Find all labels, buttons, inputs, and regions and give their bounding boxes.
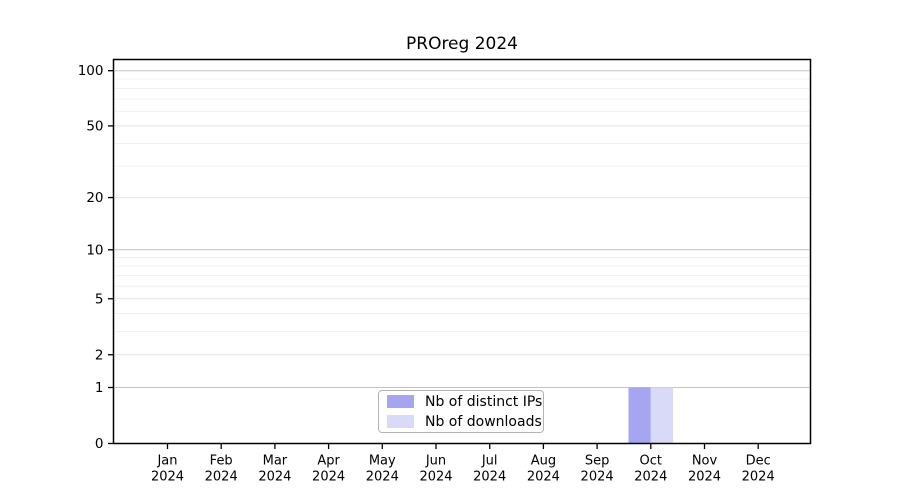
legend: Nb of distinct IPs Nb of downloads [378,390,544,433]
y-tick-label: 20 [86,190,103,206]
x-tick-label-year: 2024 [366,470,399,485]
legend-label-downloads: Nb of downloads [425,413,542,430]
bar-oct-series1 [650,387,674,444]
x-tick-label-month: Nov [692,454,718,469]
plot-box [112,58,812,445]
x-tick-label-month: Oct [640,454,662,469]
y-tick-label: 100 [78,63,104,79]
x-tick-label-year: 2024 [742,470,775,485]
x-tick-label-year: 2024 [312,470,345,485]
x-tick-label-year: 2024 [473,470,506,485]
x-tick-label-year: 2024 [258,470,291,485]
legend-swatch-downloads [387,415,414,428]
x-tick-label-year: 2024 [688,470,721,485]
legend-label-distinct-ips: Nb of distinct IPs [425,393,543,410]
y-tick-label: 10 [86,242,103,258]
y-tick-label: 0 [95,436,104,452]
x-tick-label-month: Dec [746,454,771,469]
x-tick-label-year: 2024 [527,470,560,485]
x-tick-label-month: Apr [317,454,340,469]
y-tick-label: 50 [86,118,103,134]
y-tick-label: 5 [95,291,104,307]
x-tick-label-month: Aug [531,454,556,469]
x-tick-label-month: Jun [425,454,446,469]
x-tick-label-month: Feb [210,454,233,469]
chart-title: PROreg 2024 [406,34,518,54]
bar-oct-series0 [628,387,651,444]
legend-item-downloads: Nb of downloads [387,414,543,430]
x-tick-label-year: 2024 [205,470,238,485]
y-tick-label: 2 [95,347,104,363]
legend-swatch-distinct-ips [387,395,414,408]
legend-item-distinct-ips: Nb of distinct IPs [387,394,543,410]
x-tick-label-month: Mar [263,454,288,469]
x-tick-label-month: Jan [156,454,177,469]
x-tick-label-year: 2024 [581,470,614,485]
x-tick-label-year: 2024 [634,470,667,485]
x-tick-label-year: 2024 [419,470,452,485]
x-tick-label-year: 2024 [151,470,184,485]
y-tick-label: 1 [95,380,104,396]
x-tick-label-month: Sep [585,454,610,469]
x-tick-label-month: Jul [481,454,498,469]
x-tick-label-month: May [369,454,396,469]
